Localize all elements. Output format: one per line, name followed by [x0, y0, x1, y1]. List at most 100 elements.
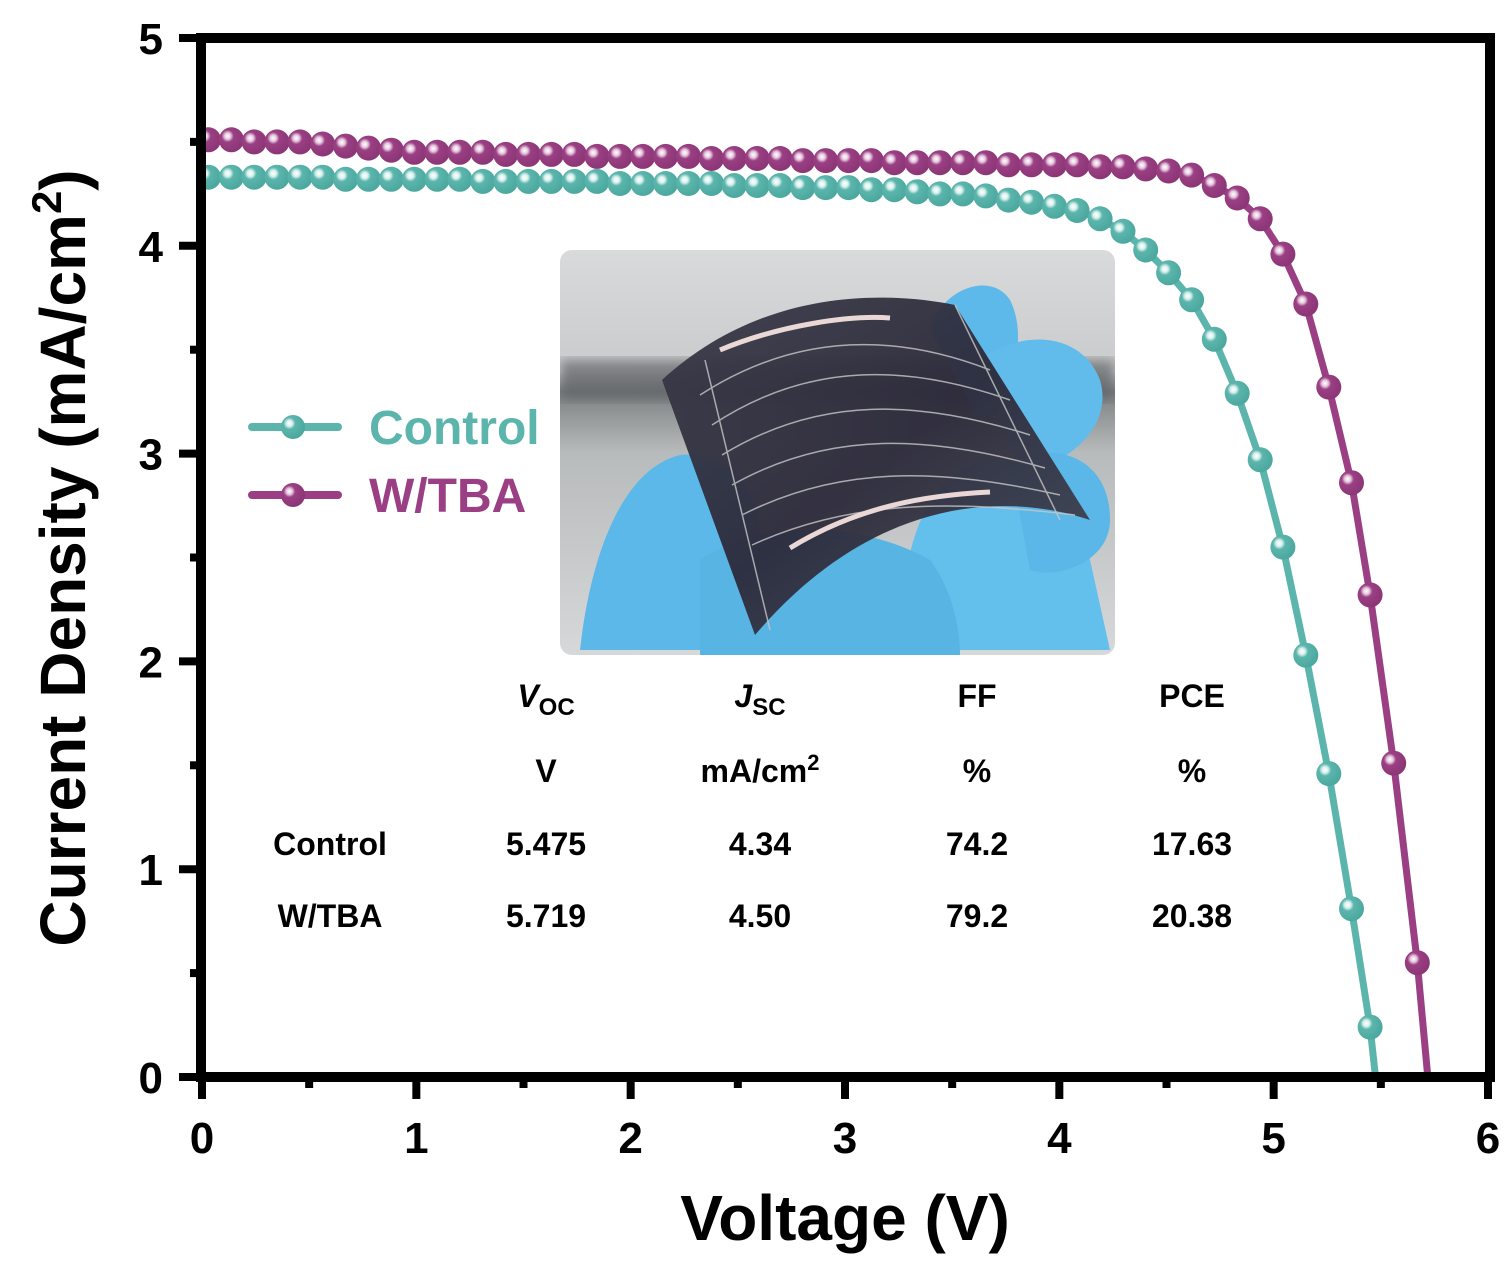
- data-point-control: [973, 183, 999, 209]
- data-point-w-tba: [241, 129, 267, 155]
- legend-label-wtba: W/TBA: [369, 470, 526, 523]
- x-tick-label: 2: [618, 1114, 642, 1163]
- data-point-w-tba: [767, 146, 793, 171]
- data-point-control: [401, 166, 427, 192]
- legend: Control W/TBA: [248, 402, 540, 523]
- data-point-control: [836, 175, 862, 201]
- table-unit-jsc-main: mA/cm: [701, 753, 808, 789]
- y-tick-label: 2: [139, 638, 163, 687]
- data-point-w-tba: [1357, 582, 1383, 608]
- data-point-w-tba: [699, 146, 724, 171]
- table-cell-control-jsc: 4.34: [729, 826, 791, 862]
- data-point-control: [424, 166, 450, 192]
- data-point-control: [1247, 447, 1273, 473]
- data-point-w-tba: [1110, 154, 1136, 180]
- data-point-control: [699, 171, 724, 196]
- inset-photo-flexible-solar-cell: [560, 250, 1115, 655]
- data-point-control: [881, 177, 907, 203]
- data-point-control: [515, 168, 541, 194]
- data-point-w-tba: [378, 137, 404, 163]
- data-point-w-tba: [333, 133, 359, 159]
- table-cell-control-voc: 5.475: [506, 826, 586, 862]
- data-point-control: [1316, 761, 1342, 787]
- data-point-w-tba: [950, 150, 976, 176]
- data-point-control: [1179, 287, 1205, 313]
- data-point-w-tba: [493, 141, 519, 167]
- data-point-control: [1133, 237, 1159, 263]
- data-point-w-tba: [1270, 241, 1296, 267]
- data-point-w-tba: [1247, 206, 1273, 232]
- data-point-w-tba: [1156, 158, 1182, 184]
- data-point-control: [447, 166, 473, 192]
- data-point-w-tba: [287, 129, 313, 155]
- data-point-w-tba: [744, 146, 770, 171]
- data-point-w-tba: [813, 148, 839, 174]
- data-point-w-tba: [607, 143, 633, 169]
- table-cell-control-ff: 74.2: [946, 826, 1008, 862]
- data-point-w-tba: [447, 139, 473, 165]
- legend-item-control: Control: [248, 402, 540, 455]
- table-row-label-control: Control: [273, 826, 387, 862]
- table-cell-wtba-ff: 79.2: [946, 898, 1008, 934]
- data-point-control: [653, 171, 679, 196]
- data-point-control: [858, 177, 884, 203]
- data-point-w-tba: [927, 150, 953, 176]
- data-point-control: [378, 166, 404, 192]
- table-cell-wtba-pce: 20.38: [1152, 898, 1232, 934]
- data-point-w-tba: [538, 141, 564, 167]
- data-point-w-tba: [1179, 162, 1205, 188]
- data-point-control: [356, 166, 381, 192]
- data-point-control: [927, 181, 953, 207]
- data-point-w-tba: [1019, 152, 1044, 178]
- data-point-w-tba: [973, 150, 999, 176]
- data-point-control: [1019, 189, 1044, 215]
- table-row-label-wtba: W/TBA: [278, 898, 383, 934]
- table-header-jsc: JSC: [734, 678, 785, 721]
- x-tick-label: 3: [833, 1114, 857, 1163]
- data-point-control: [676, 171, 701, 196]
- data-point-control: [767, 173, 793, 198]
- data-point-w-tba: [584, 143, 610, 169]
- data-point-control: [790, 175, 816, 201]
- data-point-w-tba: [904, 150, 930, 176]
- table-unit-ff: %: [963, 753, 991, 789]
- data-point-control: [1293, 642, 1319, 668]
- solar-cell: [662, 297, 1090, 635]
- data-point-w-tba: [424, 139, 450, 165]
- data-point-w-tba: [310, 131, 336, 157]
- data-point-control: [493, 168, 519, 194]
- data-point-w-tba: [515, 141, 541, 167]
- y-tick-label: 0: [139, 1054, 163, 1103]
- table-cell-wtba-voc: 5.719: [506, 898, 586, 934]
- data-point-w-tba: [1316, 374, 1342, 400]
- table-unit-jsc-sup: 2: [807, 750, 819, 775]
- data-point-w-tba: [630, 143, 656, 169]
- data-point-control: [904, 179, 930, 205]
- legend-marker-wtba: [281, 483, 305, 507]
- data-point-w-tba: [1087, 154, 1113, 180]
- table-unit-pce: %: [1178, 753, 1206, 789]
- data-point-control: [721, 173, 747, 198]
- y-tick-label: 4: [139, 223, 164, 272]
- data-point-w-tba: [470, 139, 496, 165]
- data-point-w-tba: [836, 148, 862, 174]
- table-header-voc: VOC: [517, 678, 574, 721]
- data-point-control: [584, 168, 610, 194]
- table-header-ff: FF: [957, 678, 996, 714]
- data-point-control: [310, 164, 336, 190]
- table-header-pce: PCE: [1159, 678, 1225, 714]
- y-axis-title-sup: 2: [23, 191, 70, 214]
- data-point-w-tba: [1133, 156, 1159, 182]
- y-axis-title-main: Current Density (mA/cm: [27, 214, 99, 947]
- data-point-control: [1224, 380, 1250, 406]
- x-tick-label: 0: [190, 1114, 214, 1163]
- data-point-w-tba: [1201, 173, 1227, 198]
- data-point-w-tba: [858, 148, 884, 174]
- data-point-control: [241, 164, 267, 190]
- data-point-w-tba: [1293, 291, 1319, 317]
- data-point-control: [218, 164, 244, 190]
- data-point-w-tba: [401, 139, 427, 165]
- data-point-w-tba: [1224, 185, 1250, 211]
- data-point-control: [996, 187, 1021, 213]
- data-point-w-tba: [1404, 950, 1430, 976]
